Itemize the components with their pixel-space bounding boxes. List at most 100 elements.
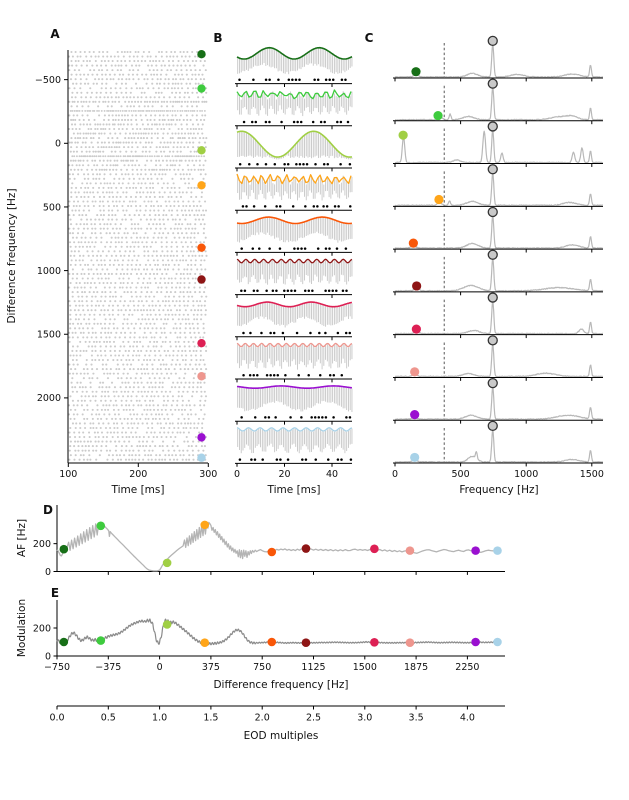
spike-dot	[109, 431, 112, 434]
spike-dot	[154, 313, 157, 316]
spike-dot	[155, 372, 159, 375]
spike-dot	[180, 381, 183, 384]
spike-dot	[177, 349, 180, 353]
spike-dot	[79, 381, 82, 384]
spike-dot	[137, 109, 140, 112]
spike-dot	[134, 227, 137, 230]
spike-dot	[126, 159, 129, 162]
spike-dot	[182, 118, 185, 121]
spike-dot	[163, 100, 166, 103]
spike-dot	[120, 358, 123, 362]
spike-dot	[147, 318, 150, 321]
spike-dot	[76, 55, 79, 58]
spike-dot	[140, 137, 143, 140]
spike-dot	[172, 150, 175, 153]
spike-dot	[193, 286, 196, 289]
spike-dot	[326, 458, 330, 461]
spike-dot	[109, 318, 112, 321]
spike-dot	[134, 109, 137, 112]
spike-dot	[118, 227, 122, 230]
spike-dot	[90, 268, 93, 271]
spike-dot	[75, 236, 78, 239]
spike-dot	[176, 100, 179, 103]
spike-dot	[142, 304, 145, 307]
spike-dot	[192, 100, 195, 103]
spike-dot	[185, 204, 188, 208]
spike-dot	[83, 50, 86, 54]
spike-dot	[115, 272, 118, 276]
spike-dot	[70, 123, 74, 126]
spike-dot	[144, 454, 147, 457]
spike-dot	[123, 318, 126, 321]
spike-dot	[83, 313, 86, 316]
spike-dot	[92, 372, 95, 375]
spike-dot	[86, 168, 89, 171]
spike-dot	[167, 82, 170, 85]
spike-dot	[321, 416, 324, 419]
spike-dot	[324, 247, 328, 250]
spike-dot	[183, 286, 186, 289]
spike-dot	[185, 354, 188, 357]
spike-dot	[72, 214, 75, 217]
spike-dot	[88, 109, 90, 112]
spike-dot	[73, 177, 76, 180]
spike-dot	[183, 340, 186, 343]
spike-dot	[168, 96, 171, 99]
spike-dot	[71, 127, 74, 131]
spike-dot	[88, 436, 91, 439]
tick-label: 0	[45, 567, 51, 578]
spike-dot	[335, 289, 338, 293]
spike-dot	[135, 436, 138, 439]
spike-dot	[122, 55, 125, 58]
spike-dot	[82, 155, 85, 158]
spike-dot	[112, 118, 115, 121]
spike-dot	[176, 209, 179, 212]
spike-dot	[160, 204, 163, 208]
spike-dot	[204, 146, 207, 149]
spike-dot	[119, 87, 122, 90]
spike-dot	[77, 241, 80, 244]
spike-dot	[123, 118, 127, 121]
spike-dot	[79, 132, 82, 135]
spike-dot	[84, 96, 88, 99]
spike-dot	[191, 50, 194, 54]
spike-dot	[156, 291, 159, 294]
spectrum-curve	[394, 214, 604, 250]
spike-dot	[159, 336, 162, 339]
spike-dot	[123, 50, 126, 54]
spike-dot	[112, 78, 115, 81]
spike-dot	[141, 87, 144, 90]
spike-dot	[81, 390, 84, 393]
spike-dot	[80, 155, 83, 158]
spike-dot	[304, 458, 308, 461]
spike-dot	[74, 368, 77, 371]
spike-dot	[198, 127, 201, 131]
spike-dot	[71, 236, 75, 239]
spike-dot	[124, 309, 127, 312]
spike-dot	[153, 295, 156, 298]
panel-b-xlabel: Time [ms]	[267, 484, 321, 496]
spike-dot	[117, 114, 120, 117]
spike-dot	[108, 146, 111, 149]
spike-dot	[202, 232, 205, 235]
spike-dot	[202, 137, 205, 140]
spike-dot	[117, 182, 121, 185]
spike-dot	[339, 162, 342, 166]
spike-dot	[91, 250, 94, 253]
spike-dot	[142, 50, 145, 54]
spike-dot	[104, 331, 107, 334]
spike-dot	[139, 236, 142, 239]
spike-dot	[82, 368, 85, 371]
panel-c-row	[393, 377, 604, 424]
spike-dot	[141, 313, 144, 316]
spike-dot	[91, 358, 94, 362]
spike-dot	[86, 417, 89, 420]
spike-dot	[144, 417, 147, 420]
spike-dot	[178, 295, 181, 298]
tick-label: 3.5	[409, 713, 424, 724]
spike-dot	[185, 109, 188, 112]
spike-dot	[161, 250, 164, 253]
spike-dot	[132, 186, 135, 189]
spike-dot	[100, 141, 103, 144]
spike-dot	[68, 69, 71, 72]
